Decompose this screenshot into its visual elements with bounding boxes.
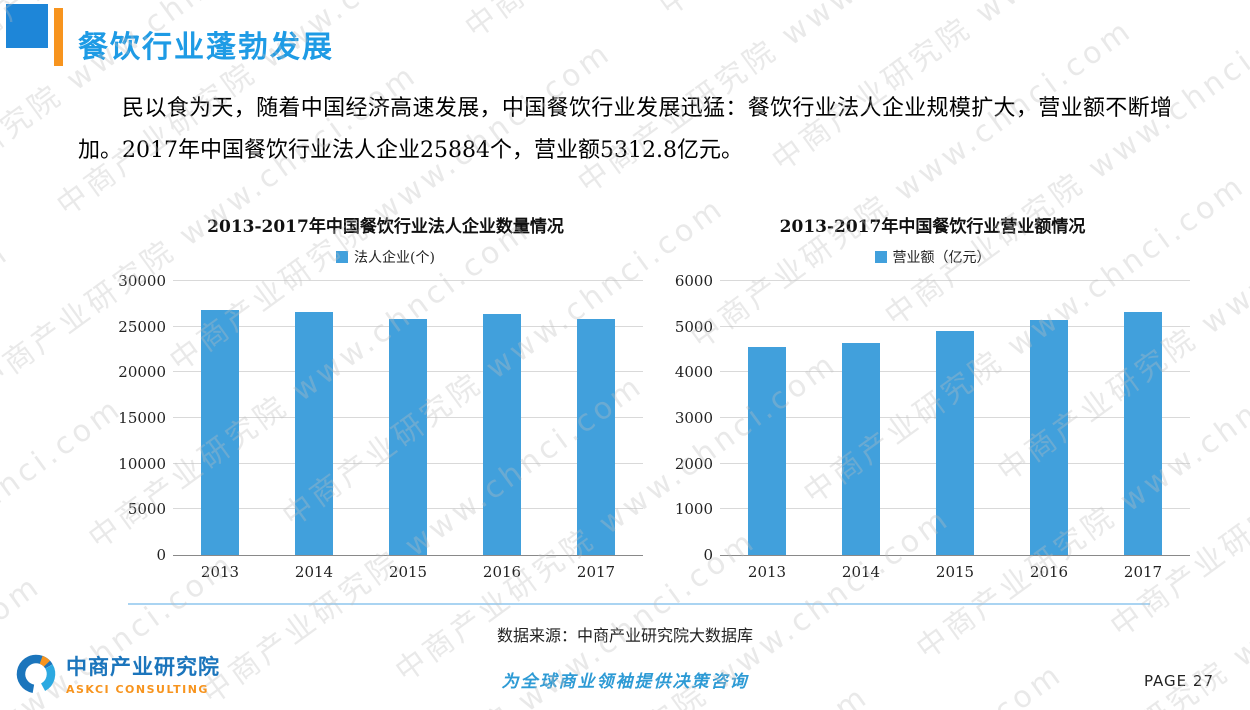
plot-area: 0 5000 10000 15000 20000 25000 30000 xyxy=(118,272,643,564)
x-axis-label: 2015 xyxy=(388,563,428,581)
y-axis-tick-label: 15000 xyxy=(118,409,166,427)
legend-swatch-icon xyxy=(874,251,887,263)
x-axis-label: 2016 xyxy=(1029,563,1069,581)
bar-slot xyxy=(267,281,361,555)
legend-swatch-icon xyxy=(336,251,349,263)
chart-legend: 营业额（亿元） xyxy=(675,247,1190,267)
y-axis-tick-label: 25000 xyxy=(118,317,166,336)
chart-title: 2013-2017年中国餐饮行业法人企业数量情况 xyxy=(207,217,564,237)
y-axis-tick-label: 20000 xyxy=(118,363,166,382)
bars xyxy=(173,281,643,555)
bar xyxy=(842,342,880,555)
bar-slot xyxy=(549,281,643,555)
y-axis-tick-label: 10000 xyxy=(118,454,166,473)
bar xyxy=(1030,319,1068,555)
logo-title: 中商产业研究院 xyxy=(66,655,220,679)
y-axis-tick-label: 5000 xyxy=(674,317,713,336)
y-axis-tick-label: 0 xyxy=(703,546,713,564)
legend-label: 营业额（亿元） xyxy=(892,250,991,266)
title-accent-bar xyxy=(54,8,63,66)
intro-paragraph: 民以食为天，随着中国经济高速发展，中国餐饮行业发展迅猛：餐饮行业法人企业规模扩大… xyxy=(78,96,1172,163)
bar-slot xyxy=(1002,281,1096,555)
plot-area: 0 1000 2000 3000 4000 5000 6000 xyxy=(675,272,1190,564)
chart-revenue: 2013-2017年中国餐饮行业营业额情况营业额（亿元） 0 1000 2000 300… xyxy=(675,212,1190,581)
y-axis-tick-label: 1000 xyxy=(674,500,713,519)
bar-slot xyxy=(173,281,267,555)
bar xyxy=(483,314,521,555)
data-source: 数据来源：中商产业研究院大数据库 xyxy=(496,626,753,645)
chart-legal-entities: 2013-2017年中国餐饮行业法人企业数量情况法人企业(个) 0 5000 1000… xyxy=(118,212,643,581)
gridline xyxy=(720,325,1190,327)
bar xyxy=(389,318,427,555)
corner-accent-square xyxy=(6,4,48,48)
bar xyxy=(201,310,239,555)
bar xyxy=(577,318,615,555)
y-axis-tick-label: 0 xyxy=(156,546,166,564)
bar xyxy=(1124,312,1162,555)
gridline xyxy=(173,280,643,281)
bar xyxy=(936,331,974,555)
y-axis-tick-label: 4000 xyxy=(674,363,713,382)
y-axis-tick-label: 30000 xyxy=(118,272,166,290)
x-axis-label: 2017 xyxy=(576,563,616,581)
bar xyxy=(748,347,786,555)
bar xyxy=(295,311,333,555)
page-number: PAGE 27 xyxy=(1143,672,1214,690)
y-axis-tick-label: 6000 xyxy=(674,272,713,290)
footer-slogan: 为全球商业领袖提供决策咨询 xyxy=(501,672,749,692)
askci-logo-icon xyxy=(16,654,56,693)
bar-slot xyxy=(1096,281,1190,555)
chart-legend: 法人企业(个) xyxy=(128,247,643,267)
bar-slot xyxy=(455,281,549,555)
gridline xyxy=(720,280,1190,281)
x-axis-label: 2016 xyxy=(482,563,522,581)
divider-line xyxy=(128,603,1150,605)
logo-text: 中商产业研究院 ASKCI CONSULTING xyxy=(66,651,220,696)
x-axis-labels: 2013 2014 2015 2016 2017 xyxy=(720,563,1190,581)
logo-subtitle: ASKCI CONSULTING xyxy=(66,683,209,696)
page-title: 餐饮行业蓬勃发展 xyxy=(78,30,334,65)
x-axis-label: 2017 xyxy=(1123,563,1163,581)
chart-title: 2013-2017年中国餐饮行业营业额情况 xyxy=(779,217,1086,237)
x-axis-label: 2013 xyxy=(747,563,787,581)
bar-slot xyxy=(908,281,1002,555)
x-axis-label: 2014 xyxy=(294,563,334,581)
x-axis-label: 2013 xyxy=(200,563,240,581)
bar-slot xyxy=(361,281,455,555)
bars xyxy=(720,281,1190,555)
y-axis-tick-label: 3000 xyxy=(674,409,713,427)
y-axis-tick-label: 5000 xyxy=(127,500,166,519)
x-axis-labels: 2013 2014 2015 2016 2017 xyxy=(173,563,643,581)
company-logo: 中商产业研究院 ASKCI CONSULTING xyxy=(14,651,220,696)
bar-slot xyxy=(720,281,814,555)
y-axis-tick-label: 2000 xyxy=(674,454,713,473)
bar-slot xyxy=(814,281,908,555)
x-axis-label: 2015 xyxy=(935,563,975,581)
legend-label: 法人企业(个) xyxy=(354,250,435,266)
x-axis-label: 2014 xyxy=(841,563,881,581)
